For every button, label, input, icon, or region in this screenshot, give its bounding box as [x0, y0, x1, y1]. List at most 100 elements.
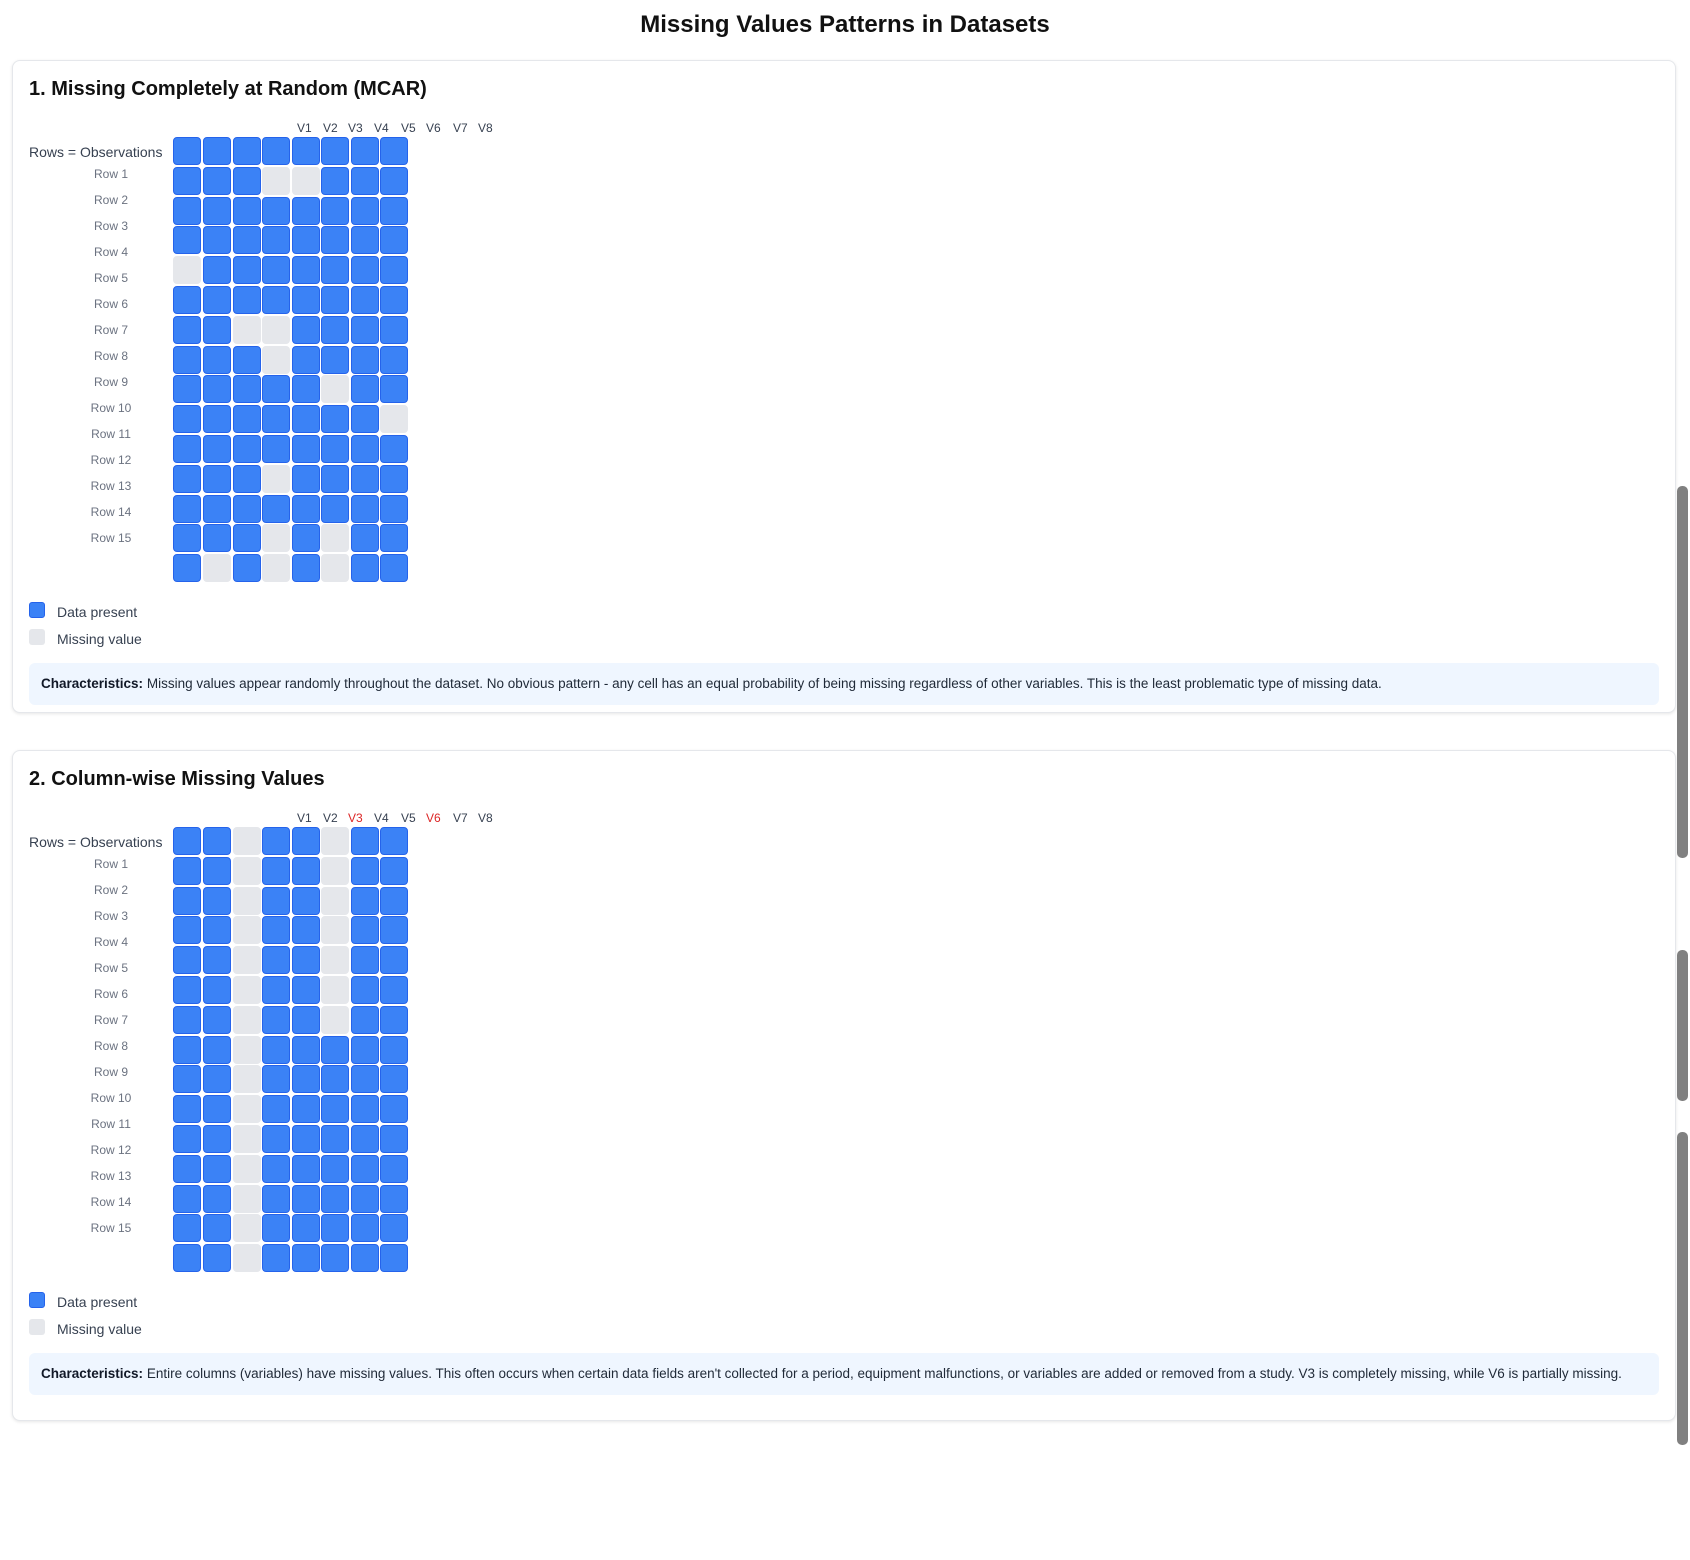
data-present-cell: [292, 1065, 320, 1093]
data-present-cell: [173, 524, 201, 552]
data-present-cell: [203, 197, 231, 225]
data-present-cell: [203, 346, 231, 374]
data-present-cell: [351, 827, 379, 855]
legend-label-present: Data present: [57, 1294, 138, 1310]
data-present-cell: [351, 554, 379, 582]
missing-value-cell: [321, 554, 349, 582]
data-present-cell: [321, 405, 349, 433]
missing-value-cell: [380, 405, 408, 433]
data-present-cell: [203, 405, 231, 433]
data-present-cell: [173, 286, 201, 314]
data-present-cell: [351, 1214, 379, 1242]
scrollbar-thumb[interactable]: [1677, 950, 1688, 1101]
missing-value-cell: [233, 1185, 261, 1213]
data-present-cell: [292, 1125, 320, 1153]
panel-title: 2. Column-wise Missing Values: [29, 768, 325, 790]
data-present-cell: [203, 495, 231, 523]
row-label: Row 11: [91, 427, 131, 441]
row-label: Row 13: [90, 1169, 132, 1183]
characteristics-box: Characteristics: Missing values appear r…: [29, 663, 1659, 705]
data-present-cell: [292, 197, 320, 225]
row-label: Row 4: [93, 935, 128, 949]
data-present-cell: [292, 1095, 320, 1123]
column-header-v4: V4: [374, 811, 389, 825]
data-present-cell: [233, 375, 261, 403]
data-present-cell: [380, 465, 408, 493]
data-present-cell: [203, 316, 231, 344]
data-present-cell: [173, 1244, 201, 1272]
row-label: Row 15: [90, 531, 132, 545]
data-present-cell: [321, 1125, 349, 1153]
data-present-cell: [233, 495, 261, 523]
data-present-cell: [173, 1214, 201, 1242]
data-present-cell: [351, 857, 379, 885]
data-present-cell: [262, 1185, 290, 1213]
data-present-cell: [292, 346, 320, 374]
missing-value-cell: [292, 167, 320, 195]
data-present-cell: [380, 197, 408, 225]
data-present-cell: [292, 554, 320, 582]
data-present-cell: [321, 435, 349, 463]
data-present-cell: [380, 167, 408, 195]
missing-value-cell: [321, 524, 349, 552]
data-present-cell: [173, 976, 201, 1004]
data-present-cell: [203, 167, 231, 195]
row-label: Row 4: [93, 245, 128, 259]
data-present-cell: [262, 976, 290, 1004]
data-present-cell: [351, 137, 379, 165]
data-present-cell: [173, 1036, 201, 1064]
scrollbar-thumb[interactable]: [1677, 486, 1688, 858]
data-present-cell: [203, 1214, 231, 1242]
legend-label-present: Data present: [57, 604, 138, 620]
data-present-cell: [203, 976, 231, 1004]
data-present-cell: [233, 197, 261, 225]
data-present-cell: [233, 256, 261, 284]
panel-title: 1. Missing Completely at Random (MCAR): [29, 78, 427, 100]
row-label: Row 9: [93, 1065, 128, 1079]
row-label: Row 7: [93, 323, 128, 337]
missing-value-cell: [173, 256, 201, 284]
data-present-cell: [380, 946, 408, 974]
data-present-cell: [321, 495, 349, 523]
data-present-cell: [321, 1065, 349, 1093]
legend-label-missing: Missing value: [57, 631, 142, 647]
data-present-cell: [351, 946, 379, 974]
missing-value-cell: [321, 887, 349, 915]
characteristics-text: Missing values appear randomly throughou…: [146, 676, 1382, 691]
data-present-cell: [203, 887, 231, 915]
missing-value-cell: [233, 316, 261, 344]
data-present-cell: [233, 554, 261, 582]
column-header-v5: V5: [401, 811, 416, 825]
data-present-cell: [262, 887, 290, 915]
row-label: Row 2: [93, 193, 128, 207]
row-label: Row 14: [90, 1195, 132, 1209]
data-present-cell: [203, 1155, 231, 1183]
data-present-cell: [292, 286, 320, 314]
missing-value-cell: [233, 976, 261, 1004]
column-header-v8: V8: [478, 811, 493, 825]
data-present-cell: [351, 1065, 379, 1093]
data-present-cell: [351, 286, 379, 314]
data-present-cell: [292, 375, 320, 403]
data-present-cell: [262, 286, 290, 314]
data-present-cell: [380, 1155, 408, 1183]
data-present-cell: [321, 1036, 349, 1064]
legend-swatch-missing: [29, 1319, 45, 1335]
missing-value-cell: [233, 1155, 261, 1183]
data-present-cell: [351, 1125, 379, 1153]
scrollbar-thumb[interactable]: [1677, 1132, 1688, 1445]
page-title: Missing Values Patterns in Datasets: [640, 11, 1050, 38]
data-present-cell: [173, 137, 201, 165]
data-present-cell: [351, 435, 379, 463]
data-present-cell: [380, 524, 408, 552]
missing-value-cell: [262, 524, 290, 552]
data-present-cell: [380, 226, 408, 254]
data-present-cell: [173, 946, 201, 974]
data-present-cell: [203, 256, 231, 284]
data-present-cell: [292, 1244, 320, 1272]
data-present-cell: [203, 1006, 231, 1034]
characteristics-label: Characteristics:: [41, 1366, 144, 1381]
missing-value-cell: [203, 554, 231, 582]
data-present-cell: [380, 857, 408, 885]
data-present-cell: [262, 1125, 290, 1153]
